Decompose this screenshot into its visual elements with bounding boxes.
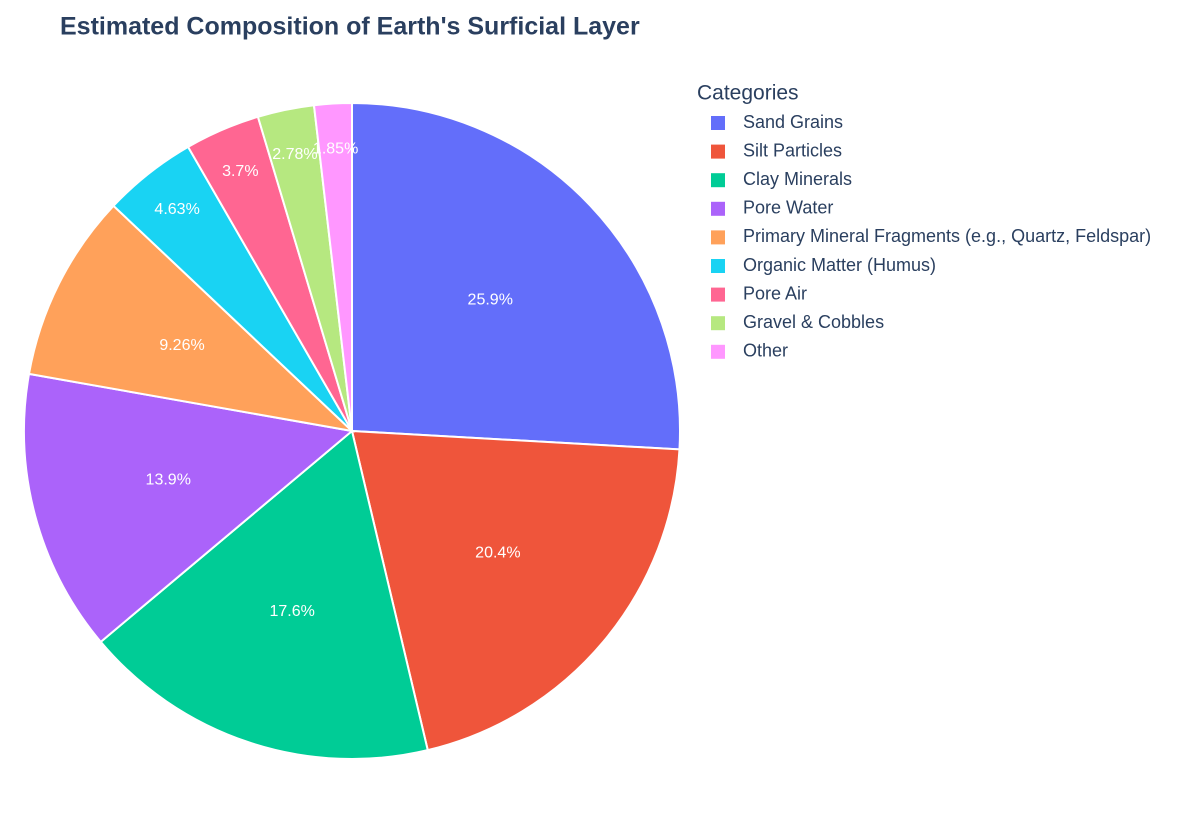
- pie-slice: [312, 101, 353, 432]
- legend-label: Clay Minerals: [743, 169, 852, 189]
- slice-label: 13.9%: [146, 471, 191, 488]
- legend-label: Primary Mineral Fragments (e.g., Quartz,…: [743, 226, 1151, 246]
- legend-swatch: [711, 316, 725, 331]
- legend-swatch: [711, 259, 725, 273]
- pie-slice: [27, 204, 356, 433]
- slice-label: 9.26%: [159, 337, 204, 354]
- legend-label: Pore Air: [743, 283, 807, 303]
- slice-label: 2.78%: [272, 146, 317, 163]
- legend-swatch: [711, 116, 725, 130]
- legend-swatch: [711, 144, 725, 159]
- legend-label: Organic Matter (Humus): [743, 255, 936, 275]
- legend-swatch: [711, 173, 725, 188]
- legend-label: Gravel & Cobbles: [743, 312, 884, 332]
- slice-label: 1.85%: [313, 141, 358, 158]
- legend-title: Categories: [697, 82, 799, 105]
- slice-label: 20.4%: [475, 544, 520, 561]
- legend-swatch: [711, 230, 725, 245]
- legend-label: Other: [743, 341, 788, 361]
- legend-label: Sand Grains: [743, 112, 843, 132]
- slice-label: 3.7%: [222, 163, 258, 180]
- legend-swatch: [711, 201, 725, 216]
- slice-label: 25.9%: [468, 292, 513, 309]
- pie-slice: [23, 372, 355, 644]
- pie-slice: [351, 101, 681, 451]
- legend-label: Pore Water: [743, 198, 833, 218]
- legend-swatch: [711, 344, 725, 359]
- legend-swatch: [711, 287, 725, 302]
- slice-label: 17.6%: [270, 603, 315, 620]
- chart-title: Estimated Composition of Earth's Surfici…: [60, 13, 640, 41]
- pie-slice: [350, 429, 681, 752]
- pie-slice: [99, 429, 429, 760]
- slice-label: 4.63%: [154, 201, 199, 218]
- legend-label: Silt Particles: [743, 140, 842, 160]
